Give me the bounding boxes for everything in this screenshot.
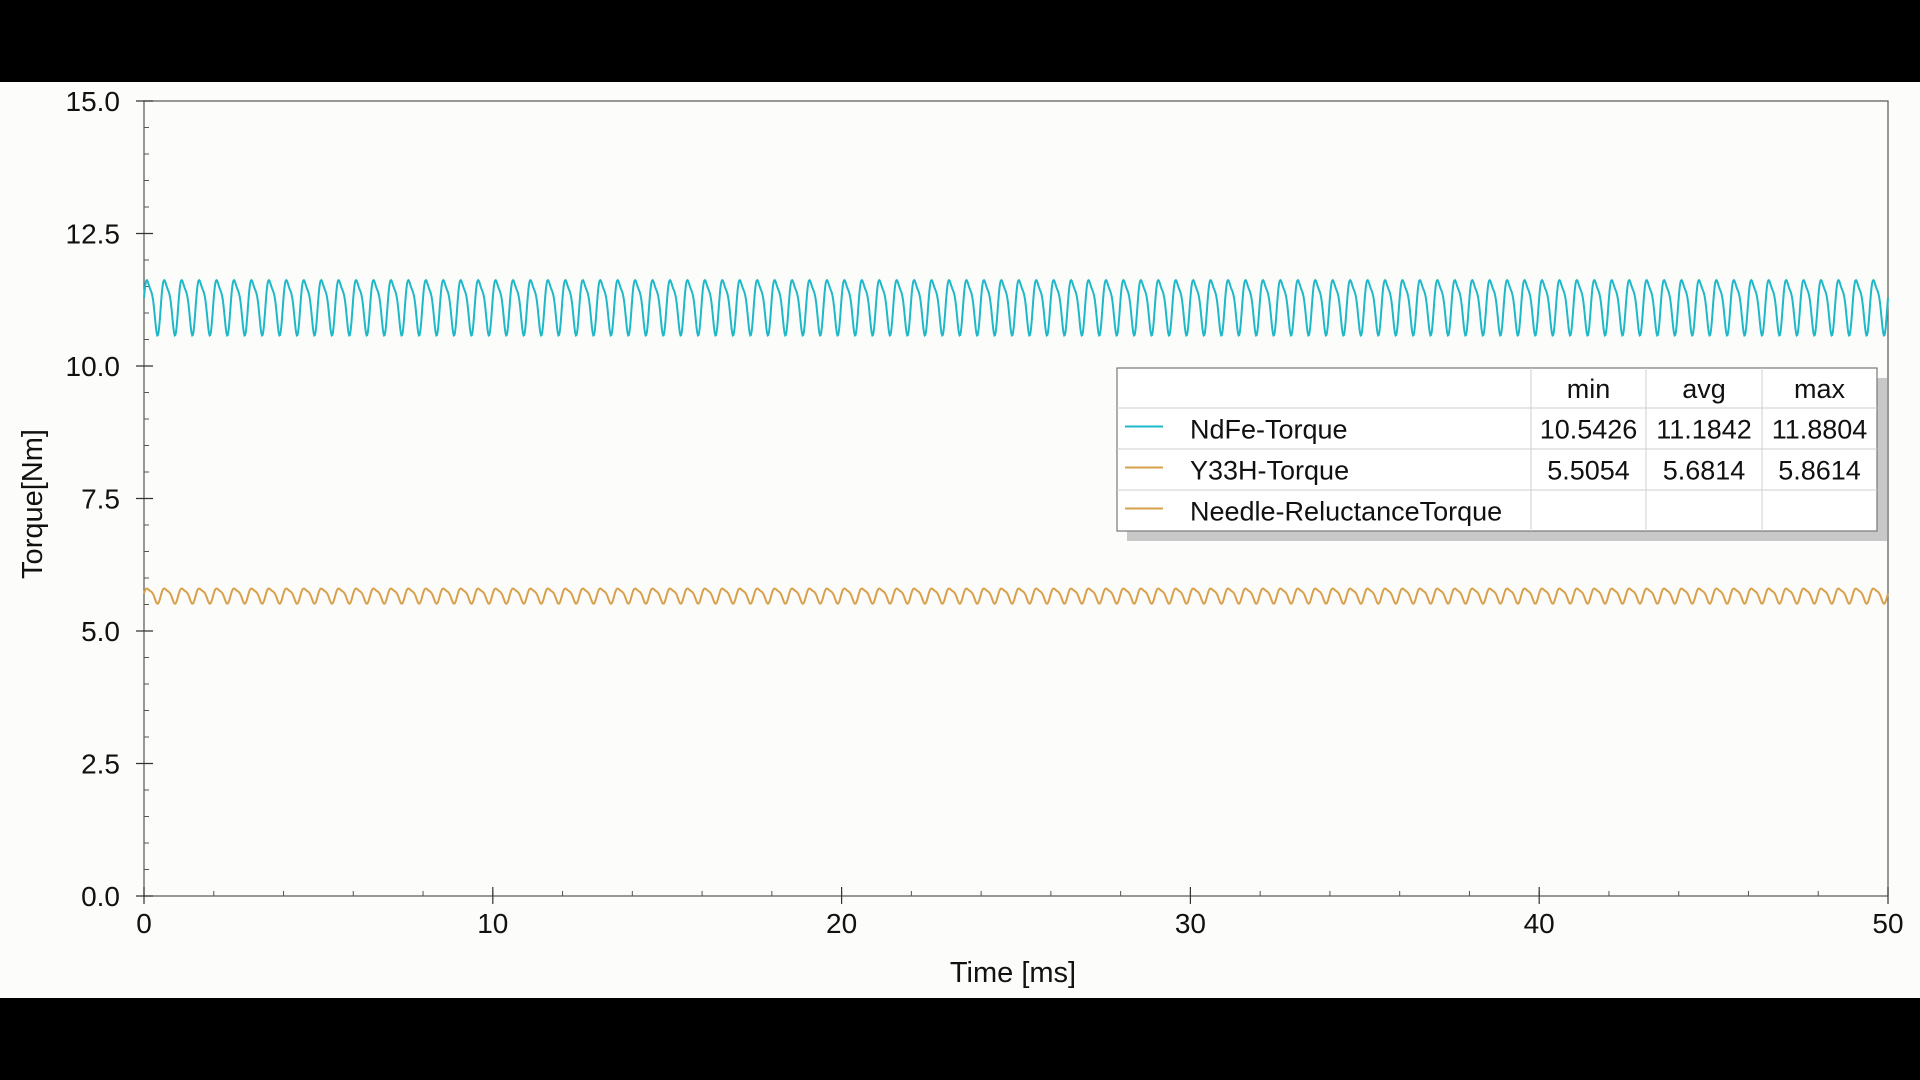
legend-col-header: avg — [1682, 374, 1726, 404]
plot-area: 0 10 20 30 40 50 0.0 2.5 5.0 7.5 10.0 12.5 15.0 Time… — [0, 82, 1920, 998]
y-tick-label: 2.5 — [81, 749, 120, 780]
y-tick-label: 0.0 — [81, 881, 120, 912]
legend-stat-value: 11.8804 — [1772, 415, 1868, 445]
legend-stat-value: 10.5426 — [1540, 415, 1638, 445]
series-layer — [143, 278, 1889, 605]
legend-col-header: min — [1567, 374, 1611, 404]
x-tick-label: 30 — [1175, 908, 1206, 939]
axes-group: 0 10 20 30 40 50 0.0 2.5 5.0 7.5 10.0 12.5 15.0 — [66, 86, 1904, 939]
x-tick-label: 50 — [1872, 908, 1903, 939]
y-tick-label: 5.0 — [81, 616, 120, 647]
x-tick-label: 10 — [477, 908, 508, 939]
x-tick-label: 20 — [826, 908, 857, 939]
y-tick-label: 15.0 — [66, 86, 121, 117]
y-tick-label: 12.5 — [66, 219, 121, 250]
legend: min avg max NdFe-Torque 10.5426 11.1842 11.880… — [1116, 367, 1887, 541]
torque-chart: 0 10 20 30 40 50 0.0 2.5 5.0 7.5 10.0 12.5 15.0 Time… — [17, 86, 1904, 989]
legend-stat-value: 5.6814 — [1663, 456, 1746, 486]
legend-stat-value: 11.1842 — [1656, 415, 1752, 445]
y-tick-label: 7.5 — [81, 484, 120, 515]
legend-series-name: Y33H-Torque — [1190, 456, 1349, 486]
legend-stat-value: 5.8614 — [1778, 456, 1861, 486]
y-tick-label: 10.0 — [66, 351, 121, 382]
legend-col-header: max — [1794, 374, 1846, 404]
x-axis-label: Time [ms] — [950, 957, 1076, 989]
x-tick-label: 40 — [1524, 908, 1555, 939]
series-line — [143, 587, 1889, 605]
series-line — [143, 278, 1889, 337]
legend-series-name: NdFe-Torque — [1190, 415, 1348, 445]
y-axis-label: Torque[Nm] — [17, 429, 49, 579]
legend-series-name: Needle-ReluctanceTorque — [1190, 497, 1502, 527]
legend-stat-value: 5.5054 — [1547, 456, 1630, 486]
x-tick-label: 0 — [136, 908, 152, 939]
